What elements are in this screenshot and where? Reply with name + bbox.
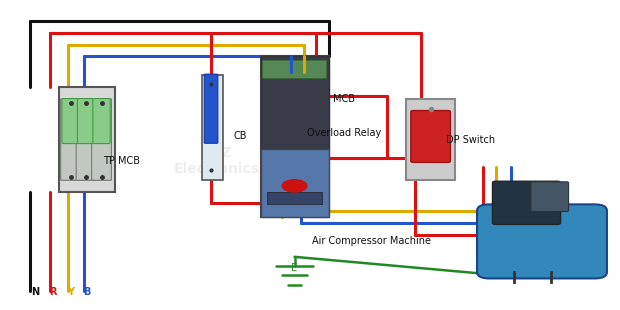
FancyBboxPatch shape [260,149,329,217]
Text: Air Compressor Machine: Air Compressor Machine [312,237,432,246]
Text: TP MCB: TP MCB [103,156,140,166]
Text: E: E [291,263,298,272]
FancyBboxPatch shape [531,182,569,211]
Text: Overload Relay: Overload Relay [307,128,381,138]
FancyBboxPatch shape [92,99,112,180]
FancyBboxPatch shape [477,204,607,278]
FancyBboxPatch shape [93,99,110,144]
FancyBboxPatch shape [60,87,115,192]
Text: B: B [84,287,91,297]
FancyBboxPatch shape [260,56,329,217]
Circle shape [282,180,307,192]
FancyBboxPatch shape [411,111,450,162]
Text: Y: Y [67,287,74,297]
FancyBboxPatch shape [76,99,96,180]
FancyBboxPatch shape [267,192,322,204]
FancyBboxPatch shape [204,74,218,143]
FancyBboxPatch shape [61,99,81,180]
Text: N: N [30,287,39,297]
FancyBboxPatch shape [260,56,329,149]
FancyBboxPatch shape [62,99,79,144]
Text: CB: CB [234,131,247,141]
FancyBboxPatch shape [202,75,223,180]
Text: A2Z
Electronics: A2Z Electronics [174,146,260,176]
FancyBboxPatch shape [406,100,455,180]
Text: DP Switch: DP Switch [446,135,495,144]
Text: MCB: MCB [333,95,355,104]
FancyBboxPatch shape [78,99,95,144]
Text: R: R [50,287,57,297]
FancyBboxPatch shape [262,60,327,78]
FancyBboxPatch shape [492,181,560,224]
